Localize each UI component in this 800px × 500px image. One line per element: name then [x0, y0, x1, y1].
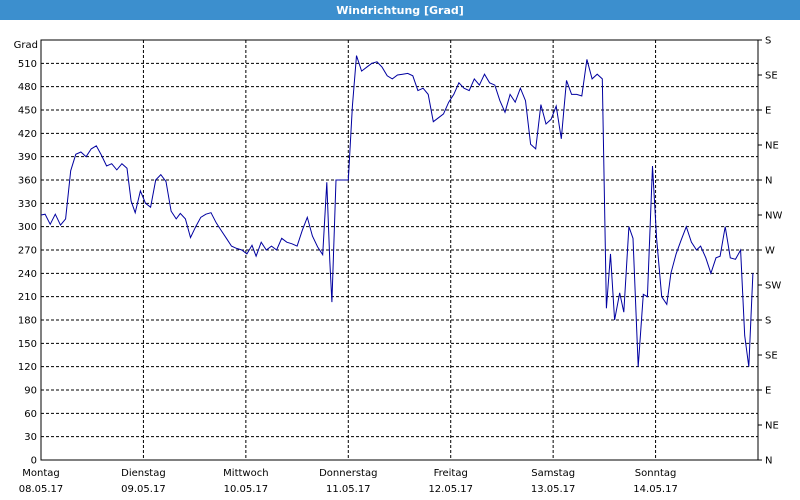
x-tick-day-label: Dienstag: [121, 468, 166, 479]
y-tick-label: 420: [18, 129, 37, 140]
y-right-tick-label: W: [765, 246, 775, 257]
y-right-tick-label: NW: [765, 211, 782, 222]
y-axis-left-ticks: 0 30 60 90 120 150 180 210 240 270 300 330 360 390 420…: [18, 59, 37, 467]
horizontal-gridlines: [41, 62, 758, 438]
x-tick-day-label: Sonntag: [635, 468, 677, 479]
x-tick-date-label: 14.05.17: [633, 484, 678, 495]
x-tick-date-label: 10.05.17: [224, 484, 269, 495]
y-tick-label: 390: [18, 152, 37, 163]
y-tick-label: 90: [24, 386, 37, 397]
y-tick-label: 480: [18, 82, 37, 93]
x-tick-date-label: 12.05.17: [428, 484, 473, 495]
y-axis-right-ticks: N NE E SE S SW W NW N NE E SE S: [758, 36, 782, 467]
y-axis-label: Grad: [14, 40, 38, 51]
x-tick-date-label: 11.05.17: [326, 484, 371, 495]
y-tick-label: 120: [18, 362, 37, 373]
x-tick-date-label: 13.05.17: [531, 484, 576, 495]
y-right-tick-label: NE: [765, 141, 779, 152]
window-title: Windrichtung [Grad]: [0, 0, 800, 20]
x-tick-day-label: Montag: [22, 468, 59, 479]
x-tick-day-label: Freitag: [434, 468, 468, 479]
y-tick-label: 210: [18, 292, 37, 303]
y-tick-label: 60: [24, 409, 37, 420]
y-tick-label: 150: [18, 339, 37, 350]
y-right-tick-label: SE: [765, 351, 778, 362]
series-line-wind-direction: [40, 55, 754, 367]
y-tick-label: 330: [18, 199, 37, 210]
x-tick-day-label: Mittwoch: [223, 468, 268, 479]
x-tick-date-label: 08.05.17: [19, 484, 64, 495]
y-right-tick-label: SW: [765, 281, 781, 292]
x-tick-day-label: Samstag: [531, 468, 575, 479]
x-axis-ticks: Montag 08.05.17 Dienstag 09.05.17 Mittwoch 10…: [19, 468, 678, 495]
y-right-tick-label: E: [765, 106, 771, 117]
y-tick-label: 240: [18, 269, 37, 280]
y-right-tick-label: E: [765, 386, 771, 397]
y-tick-label: 300: [18, 222, 37, 233]
y-tick-label: 270: [18, 246, 37, 257]
x-tick-date-label: 09.05.17: [121, 484, 166, 495]
y-right-tick-label: NE: [765, 421, 779, 432]
y-right-tick-label: S: [765, 36, 771, 47]
wind-direction-chart: 0 30 60 90 120 150 180 210 240 270 300 330 360 390 420…: [14, 36, 783, 496]
y-tick-label: 360: [18, 176, 37, 187]
y-right-tick-label: SE: [765, 71, 778, 82]
y-tick-label: 510: [18, 59, 37, 70]
y-right-tick-label: N: [765, 176, 772, 187]
y-right-tick-label: S: [765, 316, 771, 327]
y-tick-label: 450: [18, 106, 37, 117]
y-tick-label: 0: [31, 456, 37, 467]
y-right-tick-label: N: [765, 456, 772, 467]
y-tick-label: 30: [24, 432, 37, 443]
y-tick-label: 180: [18, 316, 37, 327]
x-tick-day-label: Donnerstag: [319, 468, 377, 479]
